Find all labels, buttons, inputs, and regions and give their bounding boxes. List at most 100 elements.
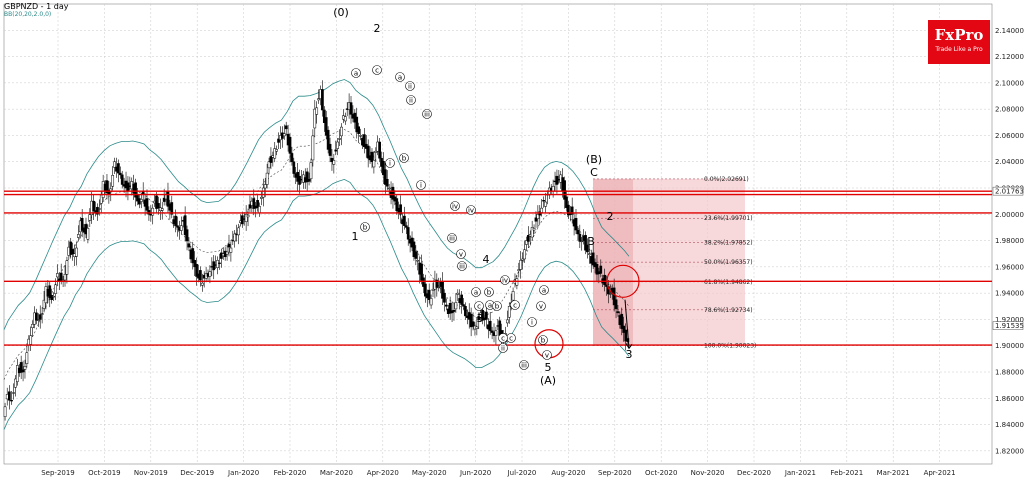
candle-body xyxy=(185,229,189,242)
candle-body xyxy=(391,186,395,200)
wave-circle xyxy=(416,180,426,190)
candle-body xyxy=(48,285,52,299)
candle-body xyxy=(485,311,488,320)
wave-circle xyxy=(498,343,508,353)
fxpro-logo: FxPro Trade Like a Pro xyxy=(928,20,990,64)
candle-body xyxy=(313,108,317,129)
candle-body xyxy=(412,241,416,258)
candle-body xyxy=(359,135,362,137)
candle-body xyxy=(530,227,534,238)
candle-body xyxy=(309,162,313,180)
candle-body xyxy=(456,292,460,295)
candle-body xyxy=(475,326,479,329)
wave-circle-label: v xyxy=(459,250,463,258)
wave-circle xyxy=(498,333,508,343)
wave-circle-label: iii xyxy=(424,110,430,118)
candle-body xyxy=(38,314,42,320)
wave-circle-label: i xyxy=(531,318,533,326)
candle-body xyxy=(506,319,509,324)
candle-body xyxy=(534,217,538,222)
wave-circle-label: iii xyxy=(449,234,455,242)
y-tick-label: 1.96000 xyxy=(995,263,1024,271)
candle-body xyxy=(580,240,584,243)
projection-arrow xyxy=(624,299,630,349)
candle-body xyxy=(334,149,338,152)
candle-body xyxy=(395,198,399,212)
wave-circle-label: i xyxy=(389,159,391,167)
bollinger-middle xyxy=(3,129,630,380)
candle-body xyxy=(511,291,515,301)
y-tick-label: 1.84000 xyxy=(995,421,1024,429)
candle-body xyxy=(567,204,570,216)
wave-circle xyxy=(385,158,395,168)
candle-body xyxy=(208,271,212,277)
candle-body xyxy=(166,191,170,207)
candle-body xyxy=(227,243,231,248)
y-tick-label: 1.90000 xyxy=(995,342,1024,350)
candle-body xyxy=(193,260,197,268)
x-tick-label: Nov-2019 xyxy=(134,469,168,477)
candle-body xyxy=(332,160,336,165)
fibonacci-label: 100.0%(1.90023) xyxy=(704,342,756,349)
wave-circle-label: ii xyxy=(408,82,412,90)
candle-body xyxy=(191,248,195,264)
candle-body xyxy=(244,214,248,222)
y-tick-label: 2.08000 xyxy=(995,106,1024,114)
candle-body xyxy=(35,312,38,321)
wave-circle-label: ii xyxy=(501,344,505,352)
candle-body xyxy=(75,247,78,257)
wave-label: 1 xyxy=(352,230,359,243)
candle-body xyxy=(616,311,620,314)
x-tick-label: Nov-2020 xyxy=(691,469,725,477)
candle-body xyxy=(23,366,27,370)
candle-body xyxy=(578,233,582,242)
candle-body xyxy=(96,207,99,215)
candle-body xyxy=(469,313,473,328)
candle-body xyxy=(77,234,80,238)
candle-body xyxy=(416,260,420,262)
candle-body xyxy=(366,145,370,159)
candle-body xyxy=(157,203,160,209)
wave-label: 3 xyxy=(477,312,484,325)
candle-body xyxy=(532,228,536,231)
candle-body xyxy=(328,143,332,156)
candle-body xyxy=(595,263,599,275)
wave-circle xyxy=(457,261,467,271)
wave-circle-label: c xyxy=(509,334,513,342)
candle-body xyxy=(275,149,279,152)
candle-body xyxy=(424,283,427,297)
candle-body xyxy=(349,102,353,115)
candle-body xyxy=(267,161,271,169)
candle-body xyxy=(248,204,252,209)
wave-circle xyxy=(474,301,484,311)
wave-circle-label: a xyxy=(542,286,546,294)
candle-body xyxy=(517,269,521,272)
x-tick-label: Sep-2020 xyxy=(598,469,632,477)
candle-body xyxy=(574,217,578,231)
wave-circle-label: iii xyxy=(521,361,527,369)
wave-label: 4 xyxy=(483,253,490,266)
candle-body xyxy=(317,98,320,101)
candle-body xyxy=(338,138,341,140)
candle-body xyxy=(145,198,149,211)
y-tick-label: 2.04000 xyxy=(995,158,1024,166)
fibonacci-label: 23.6%(1.99701) xyxy=(704,215,753,222)
y-tick-label: 1.92000 xyxy=(995,316,1024,324)
candle-body xyxy=(608,293,612,295)
candle-body xyxy=(612,287,616,306)
candle-body xyxy=(86,228,90,240)
chart-title: GBPNZD - 1 day xyxy=(4,2,69,11)
candle-body xyxy=(599,265,603,274)
x-tick-label: Mar-2021 xyxy=(877,469,910,477)
wave-circle xyxy=(484,287,494,297)
candle-body xyxy=(36,319,40,321)
wave-circle-label: v xyxy=(545,351,549,359)
candle-body xyxy=(614,299,618,310)
candle-body xyxy=(452,309,456,312)
x-tick-label: Dec-2020 xyxy=(737,469,771,477)
candle-body xyxy=(109,188,113,193)
candle-body xyxy=(526,235,530,242)
wave-circle xyxy=(510,300,520,310)
wave-label: C xyxy=(590,166,598,179)
candle-body xyxy=(427,289,431,300)
